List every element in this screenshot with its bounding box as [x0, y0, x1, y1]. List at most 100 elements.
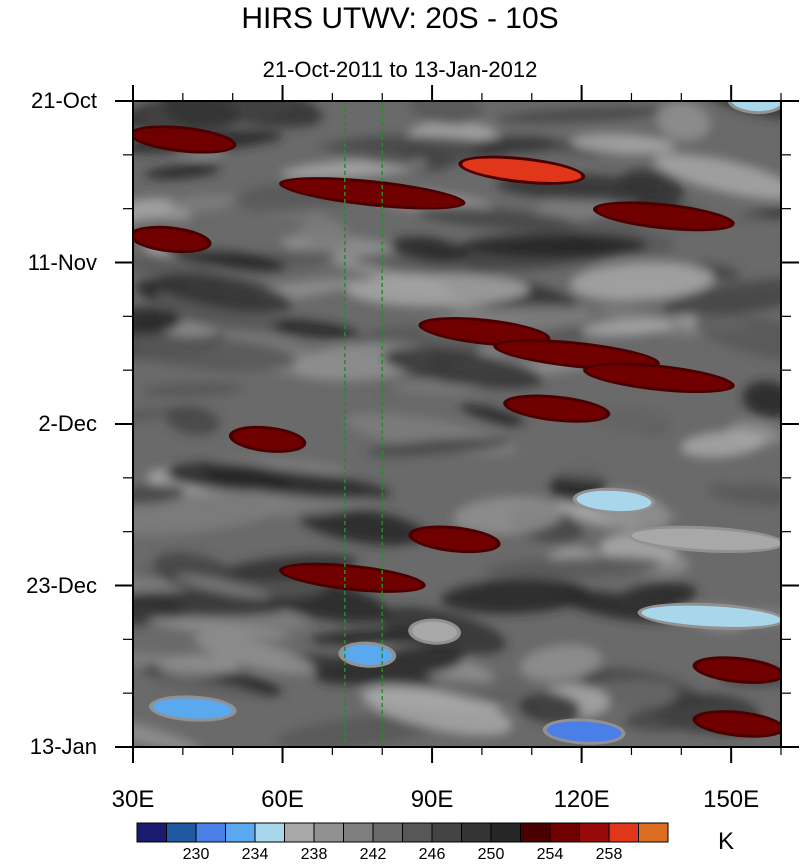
contour-feature	[152, 698, 233, 719]
texture-streak	[264, 318, 360, 339]
texture-streak	[440, 578, 590, 614]
texture-streak	[417, 453, 484, 473]
texture-streak	[283, 653, 437, 686]
texture-streak	[570, 262, 714, 301]
texture-streak	[513, 445, 662, 481]
colorbar-label: 254	[536, 846, 564, 863]
texture-streak	[662, 278, 781, 317]
texture-streak	[315, 143, 423, 168]
contour-feature	[546, 721, 622, 742]
colorbar-swatch	[638, 822, 669, 843]
texture-streak	[460, 403, 533, 428]
colorbar-swatch	[579, 822, 610, 843]
contour-feature	[342, 644, 393, 665]
contour-feature	[497, 341, 656, 368]
colorbar-swatch	[520, 822, 551, 843]
colorbar-label: 246	[418, 846, 446, 863]
y-tick-label: 11-Nov	[27, 249, 97, 275]
contour-feature	[631, 528, 781, 551]
contour-feature	[696, 659, 781, 681]
texture-streak	[133, 592, 287, 617]
texture-streak	[154, 273, 293, 313]
texture-streak	[166, 406, 220, 435]
colorbar-label: 234	[241, 846, 269, 863]
texture-streak	[157, 654, 240, 677]
texture-streak	[148, 618, 291, 640]
y-tick-label: 2-Dec	[38, 411, 97, 436]
colorbar-label: 250	[477, 846, 505, 863]
plot-area	[133, 101, 781, 747]
texture-streak	[693, 313, 781, 363]
texture-streak	[383, 347, 544, 389]
x-tick-label: 90E	[410, 786, 454, 813]
x-tick-label: 30E	[111, 786, 155, 813]
texture-streak	[360, 690, 502, 711]
contour-feature	[283, 179, 462, 207]
contour-feature	[507, 397, 607, 420]
colorbar-swatch	[372, 822, 403, 843]
colorbar-label: 242	[359, 846, 387, 863]
contour-feature	[412, 528, 497, 551]
texture-streak	[408, 101, 482, 126]
colorbar-label: 230	[182, 846, 210, 863]
texture-streak	[366, 437, 511, 457]
texture-streak	[470, 136, 559, 154]
texture-streak	[484, 556, 663, 580]
y-tick-label: 23-Dec	[26, 572, 97, 598]
texture-streak	[133, 335, 296, 371]
texture-streak	[318, 102, 377, 136]
x-tick-label: 60E	[261, 786, 304, 813]
texture-streak	[133, 713, 202, 747]
contour-feature	[641, 605, 781, 627]
texture-streak	[518, 692, 582, 723]
chart-title: HIRS UTWV: 20S - 10S	[241, 2, 559, 35]
colorbar-label: 238	[300, 846, 328, 863]
texture-streak	[175, 574, 272, 600]
contour-feature	[133, 128, 233, 151]
texture-streak	[653, 153, 781, 200]
texture-streak	[680, 430, 765, 458]
colorbar-swatch	[195, 822, 226, 843]
texture-streak	[460, 232, 649, 258]
texture-streak	[582, 319, 674, 336]
colorbar-swatch	[166, 822, 197, 843]
colorbar-label: 258	[595, 846, 623, 863]
colorbar-swatch	[490, 822, 521, 843]
colorbar-swatch	[343, 822, 374, 843]
texture-streak	[140, 382, 244, 398]
x-tick-label: 150E	[703, 786, 760, 813]
colorbar-units: K	[718, 828, 735, 855]
texture-streak	[193, 633, 314, 674]
colorbar-swatch	[402, 822, 433, 843]
texture-streak	[169, 193, 236, 213]
contour-feature	[696, 713, 781, 735]
texture-streak	[656, 101, 711, 141]
colorbar-swatch	[608, 822, 639, 843]
colorbar-swatch	[313, 822, 344, 843]
texture-streak	[298, 506, 428, 546]
texture-streak	[310, 629, 431, 646]
colorbar-swatch	[461, 822, 492, 843]
texture-streak	[680, 144, 781, 165]
contour-feature-peak	[511, 165, 548, 176]
contour-feature	[596, 204, 731, 229]
texture-streak	[133, 307, 181, 334]
contour-feature	[232, 428, 303, 450]
colorbar-swatch	[225, 822, 256, 843]
colorbar-swatch	[254, 822, 285, 843]
texture-streak	[164, 101, 238, 129]
x-tick-label: 120E	[553, 786, 610, 813]
texture-streak	[520, 644, 602, 681]
texture-streak	[416, 206, 584, 232]
texture-streak	[742, 381, 781, 418]
texture-streak	[299, 217, 350, 250]
colorbar-swatch	[284, 822, 315, 843]
contour-feature	[576, 490, 652, 512]
texture-streak	[276, 715, 440, 747]
texture-streak	[497, 106, 672, 123]
texture-streak	[453, 496, 564, 535]
texture-streak	[346, 273, 530, 307]
colorbar-swatch	[431, 822, 462, 843]
chart-subtitle: 21-Oct-2011 to 13-Jan-2012	[262, 57, 538, 82]
